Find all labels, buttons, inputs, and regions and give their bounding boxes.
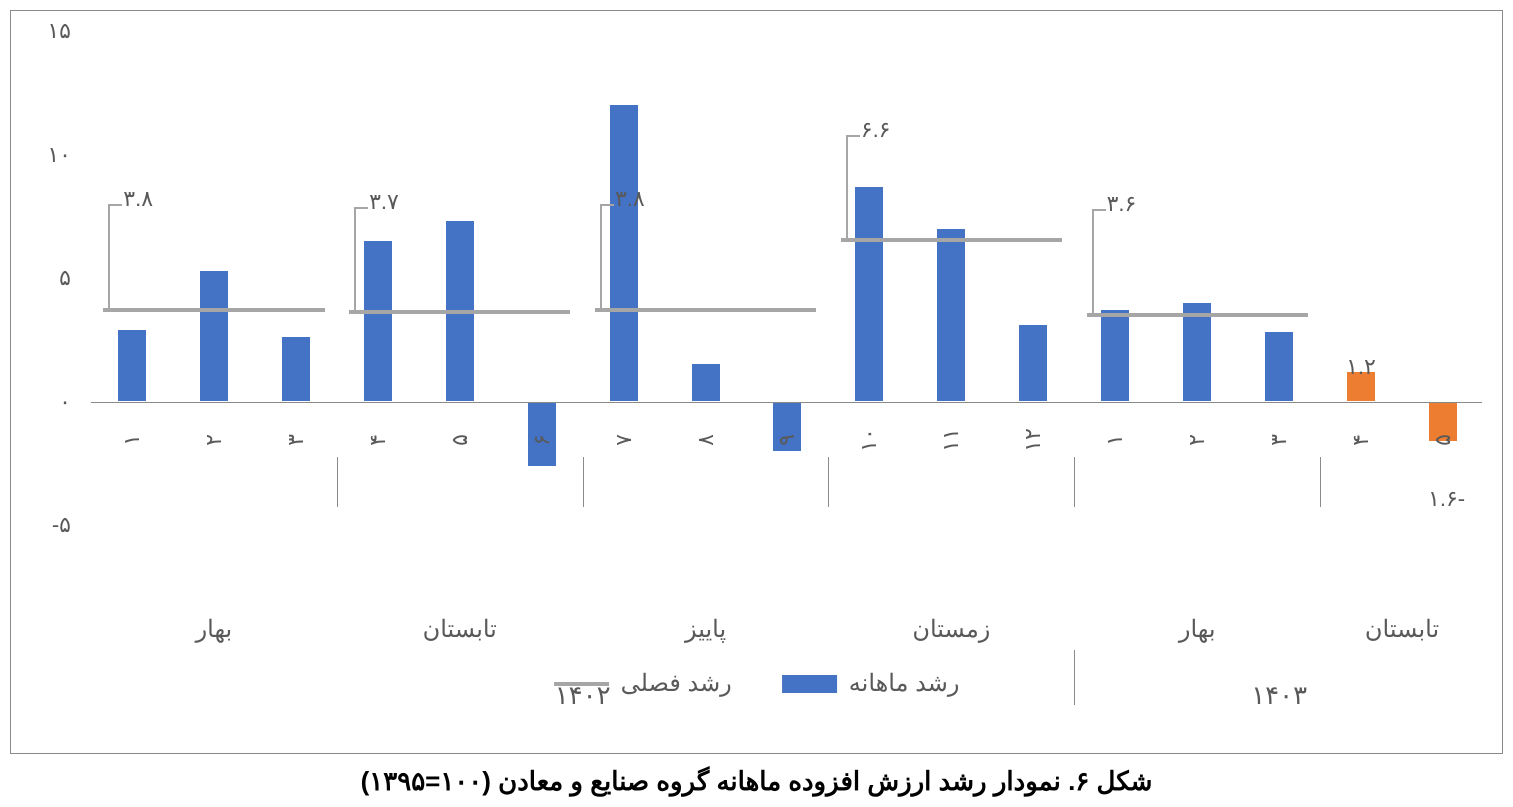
season-label: پاییز	[685, 615, 726, 644]
season-divider	[1074, 457, 1075, 507]
season-divider	[1320, 457, 1321, 507]
legend-line-label: رشد فصلی	[621, 669, 732, 698]
season-average-line	[595, 308, 816, 312]
y-tick-label: ۰	[59, 389, 71, 415]
leader-line	[1092, 209, 1094, 314]
x-tick-label: ۳	[1266, 434, 1292, 446]
bar-column: ۶	[501, 31, 583, 523]
x-tick-label: ۸	[693, 434, 719, 446]
x-tick-label: ۴	[365, 434, 391, 446]
bar	[1183, 303, 1211, 402]
bar-column: ۲	[173, 31, 255, 523]
x-tick-label: ۵	[447, 434, 473, 446]
bar	[118, 330, 146, 402]
season-label: بهار	[1179, 615, 1216, 644]
season-average-label: ۳.۶	[1107, 191, 1137, 217]
bar-column: ۵	[1402, 31, 1484, 523]
y-axis: -۵۰۵۱۰۱۵	[11, 31, 81, 523]
bar-column: ۱	[91, 31, 173, 523]
legend-bar-label: رشد ماهانه	[849, 669, 960, 698]
bar-column: ۱۰	[828, 31, 910, 523]
leader-line	[108, 204, 122, 206]
season-average-label: ۶.۶	[861, 117, 891, 143]
bar-column: ۵	[419, 31, 501, 523]
bar	[282, 337, 310, 401]
x-tick-label: ۶	[529, 434, 555, 446]
x-tick-label: ۲	[201, 434, 227, 446]
leader-line	[354, 207, 356, 312]
x-tick-label: ۳	[283, 434, 309, 446]
bar	[1019, 325, 1047, 402]
season-average-line	[103, 308, 324, 312]
chart-caption: شکل ۶. نمودار رشد ارزش افزوده ماهانه گرو…	[10, 766, 1503, 797]
bar	[692, 364, 720, 401]
legend-swatch-bar	[782, 675, 837, 693]
x-tick-label: ۷	[611, 434, 637, 446]
season-label: تابستان	[1365, 615, 1439, 644]
bar-column: ۱	[1074, 31, 1156, 523]
bar-column: ۳	[255, 31, 337, 523]
y-tick-label: ۱۵	[47, 18, 71, 44]
bar	[855, 187, 883, 402]
season-divider	[828, 457, 829, 507]
bar-column: ۴	[337, 31, 419, 523]
bar-column: ۱۲	[992, 31, 1074, 523]
bar-column: ۸	[665, 31, 747, 523]
x-tick-label: ۱	[1102, 434, 1128, 446]
season-average-label: ۳.۸	[123, 186, 153, 212]
season-label: زمستان	[912, 615, 990, 644]
chart-container: -۵۰۵۱۰۱۵ ۱۲۳۴۵۶۷۸۹۱۰۱۱۱۲۱۲۳۴۵ رشد ماهانه…	[10, 10, 1503, 754]
bar-column: ۲	[1156, 31, 1238, 523]
bar	[364, 241, 392, 402]
season-label: بهار	[196, 615, 233, 644]
bar-value-label: ۱.۲	[1346, 354, 1376, 380]
year-divider	[1074, 650, 1075, 705]
plot-area: ۱۲۳۴۵۶۷۸۹۱۰۱۱۱۲۱۲۳۴۵	[91, 31, 1482, 523]
leader-line	[354, 207, 368, 209]
year-label: ۱۴۰۳	[1251, 680, 1307, 711]
bar	[200, 271, 228, 402]
zero-axis-line	[91, 402, 1482, 403]
leader-line	[600, 204, 614, 206]
x-tick-label: ۱۰	[856, 428, 882, 452]
x-tick-label: ۵	[1430, 434, 1456, 446]
bar-column: ۱۱	[910, 31, 992, 523]
leader-line	[600, 204, 602, 309]
leader-line	[846, 135, 860, 137]
bar	[937, 229, 965, 402]
season-average-line	[349, 310, 570, 314]
season-average-label: ۳.۷	[369, 189, 399, 215]
legend: رشد ماهانه رشد فصلی	[554, 669, 960, 698]
bar-column: ۹	[747, 31, 829, 523]
season-divider	[337, 457, 338, 507]
bar-column: ۷	[583, 31, 665, 523]
season-average-line	[841, 238, 1062, 242]
season-label: تابستان	[423, 615, 497, 644]
season-average-line	[1087, 313, 1308, 317]
x-tick-label: ۱۱	[938, 428, 964, 452]
season-divider	[583, 457, 584, 507]
x-tick-label: ۴	[1348, 434, 1374, 446]
leader-line	[108, 204, 110, 309]
bar	[610, 105, 638, 401]
legend-item-bar: رشد ماهانه	[782, 669, 960, 698]
y-tick-label: ۱۰	[47, 142, 71, 168]
bar	[1101, 310, 1129, 401]
leader-line	[846, 135, 848, 240]
leader-line	[1092, 209, 1106, 211]
bar-column: ۳	[1238, 31, 1320, 523]
y-tick-label: ۵	[59, 265, 71, 291]
bar-column: ۴	[1320, 31, 1402, 523]
y-tick-label: -۵	[52, 512, 71, 538]
x-tick-label: ۱۲	[1020, 428, 1046, 452]
year-label: ۱۴۰۲	[555, 680, 611, 711]
x-tick-label: ۱	[119, 434, 145, 446]
x-tick-label: ۹	[774, 434, 800, 446]
bar	[1265, 332, 1293, 401]
bar-value-label: ۱.۶-	[1428, 486, 1465, 512]
x-tick-label: ۲	[1184, 434, 1210, 446]
season-average-label: ۳.۸	[615, 186, 645, 212]
